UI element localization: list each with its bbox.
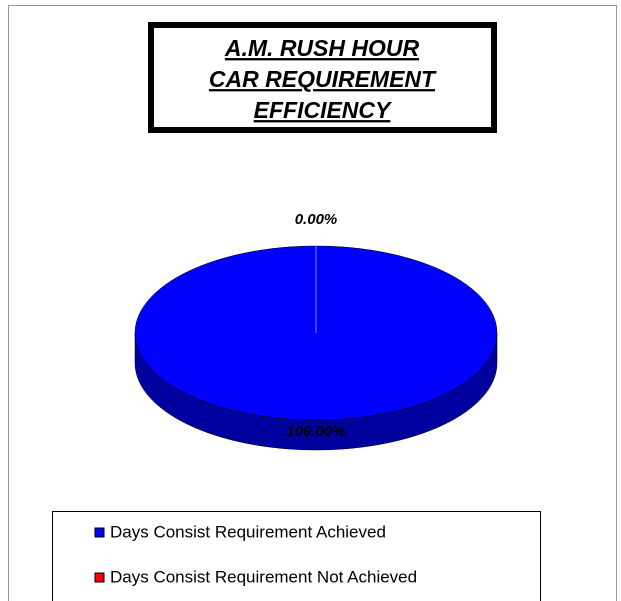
title-box: [148, 22, 497, 133]
legend-swatch: [94, 572, 105, 583]
chart-title: CAR REQUIREMENT: [209, 66, 437, 92]
legend-swatch: [94, 527, 105, 538]
chart-title: A.M. RUSH HOUR: [224, 35, 420, 61]
legend-box: [52, 511, 541, 601]
value-label: 100.00%: [286, 423, 345, 440]
value-label: 0.00%: [295, 211, 338, 228]
legend-label: Days Consist Requirement Not Achieved: [110, 567, 417, 586]
legend-label: Days Consist Requirement Achieved: [110, 522, 386, 541]
chart-title: EFFICIENCY: [254, 97, 393, 123]
